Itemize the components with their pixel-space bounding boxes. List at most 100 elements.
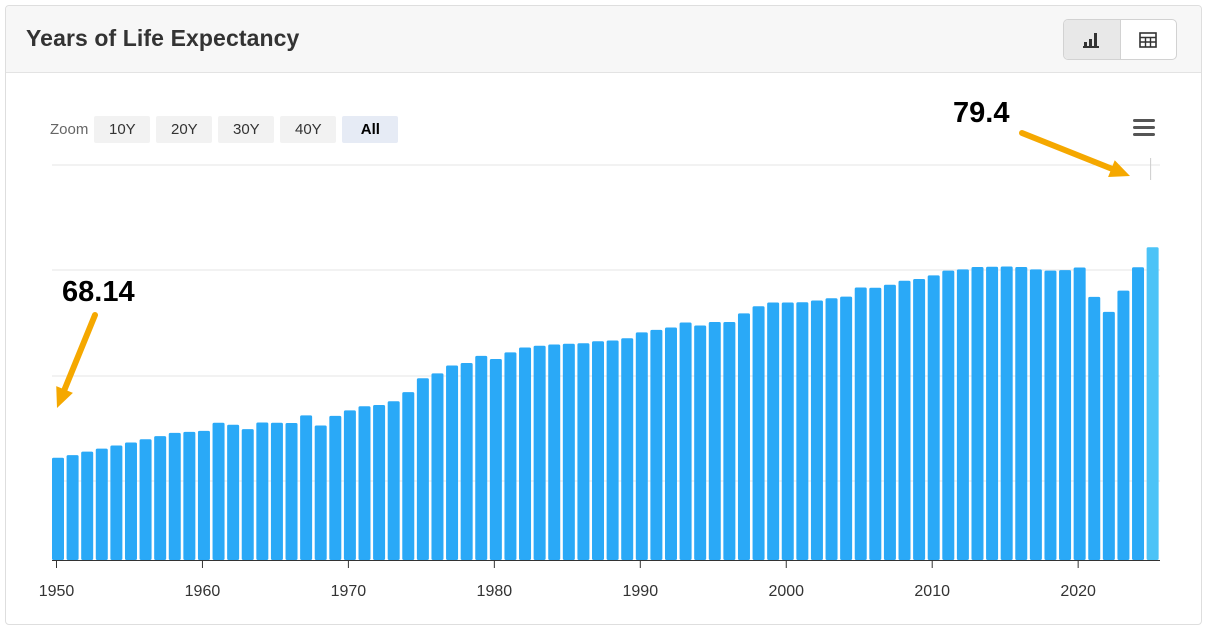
bar-1976[interactable] xyxy=(431,373,444,560)
bar-1975[interactable] xyxy=(416,378,429,560)
bar-1995[interactable] xyxy=(708,322,721,560)
zoom-20y-button[interactable]: 20Y xyxy=(156,116,213,143)
bar-1961[interactable] xyxy=(212,422,225,560)
bar-2003[interactable] xyxy=(825,298,838,560)
end-arrow xyxy=(1019,130,1130,177)
x-tick-label: 1970 xyxy=(331,583,367,600)
bar-2018[interactable] xyxy=(1044,270,1057,560)
bar-2000[interactable] xyxy=(781,302,794,560)
bar-1984[interactable] xyxy=(548,344,561,560)
x-tick-label: 2000 xyxy=(768,583,804,600)
bar-1954[interactable] xyxy=(110,445,123,560)
bar-1965[interactable] xyxy=(270,422,283,560)
bar-1968[interactable] xyxy=(314,425,327,560)
bar-2007[interactable] xyxy=(883,284,896,560)
bar-1987[interactable] xyxy=(592,341,605,560)
start-value-annotation: 68.14 xyxy=(62,276,135,308)
bar-2009[interactable] xyxy=(913,279,926,560)
bar-2015[interactable] xyxy=(1000,266,1013,560)
bar-2021[interactable] xyxy=(1088,296,1101,560)
bar-2020[interactable] xyxy=(1073,267,1086,560)
bar-1960[interactable] xyxy=(197,430,210,560)
bar-2008[interactable] xyxy=(898,280,911,560)
chart-view-button[interactable] xyxy=(1064,20,1121,59)
bar-1996[interactable] xyxy=(723,322,736,560)
bar-1973[interactable] xyxy=(387,401,400,560)
bar-2006[interactable] xyxy=(869,287,882,560)
bar-1978[interactable] xyxy=(460,362,473,560)
bar-1959[interactable] xyxy=(183,431,196,560)
bar-2014[interactable] xyxy=(986,266,999,560)
bar-2010[interactable] xyxy=(927,275,940,560)
bar-1971[interactable] xyxy=(358,406,371,560)
bar-1980[interactable] xyxy=(489,359,502,560)
zoom-10y-button[interactable]: 10Y xyxy=(94,116,151,143)
bar-1970[interactable] xyxy=(343,410,356,560)
x-tick-label: 1980 xyxy=(477,583,513,600)
bar-2024[interactable] xyxy=(1132,267,1145,560)
bar-1956[interactable] xyxy=(139,439,152,560)
x-tick-label: 1990 xyxy=(623,583,659,600)
bar-1972[interactable] xyxy=(373,404,386,560)
bar-1952[interactable] xyxy=(81,451,94,560)
bar-1997[interactable] xyxy=(737,313,750,560)
bar-1990[interactable] xyxy=(635,332,648,560)
bar-2011[interactable] xyxy=(942,270,955,560)
bar-1992[interactable] xyxy=(664,327,677,560)
bar-1988[interactable] xyxy=(606,340,619,560)
bar-2005[interactable] xyxy=(854,287,867,560)
bar-1951[interactable] xyxy=(66,455,79,560)
zoom-all-button[interactable]: All xyxy=(342,116,399,143)
card-header: Years of Life Expectancy xyxy=(6,6,1201,73)
bar-2001[interactable] xyxy=(796,302,809,560)
bar-1962[interactable] xyxy=(227,424,240,560)
bar-1981[interactable] xyxy=(504,352,517,560)
chart-title: Years of Life Expectancy xyxy=(26,25,300,51)
bar-1964[interactable] xyxy=(256,422,269,560)
bar-2017[interactable] xyxy=(1029,269,1042,560)
bar-1967[interactable] xyxy=(300,415,313,560)
view-toggle xyxy=(1063,19,1177,60)
table-icon xyxy=(1139,31,1158,48)
bar-1963[interactable] xyxy=(241,429,254,560)
zoom-30y-button[interactable]: 30Y xyxy=(218,116,275,143)
bar-2016[interactable] xyxy=(1015,266,1028,560)
bar-1957[interactable] xyxy=(154,436,167,560)
bar-1958[interactable] xyxy=(168,432,181,560)
bar-2004[interactable] xyxy=(840,296,853,560)
bar-1983[interactable] xyxy=(533,345,546,560)
bar-1994[interactable] xyxy=(694,325,707,560)
bar-series xyxy=(52,158,1159,560)
x-tick-label: 1960 xyxy=(185,583,221,600)
bar-2019[interactable] xyxy=(1059,270,1072,560)
bar-1989[interactable] xyxy=(621,338,634,560)
annotation-arrows xyxy=(56,130,1130,408)
bar-2002[interactable] xyxy=(810,300,823,560)
bar-2023[interactable] xyxy=(1117,290,1130,560)
bar-2025[interactable] xyxy=(1146,247,1159,560)
bar-2012[interactable] xyxy=(956,269,969,560)
bar-1982[interactable] xyxy=(519,347,532,560)
bar-1950[interactable] xyxy=(52,457,64,560)
bar-1969[interactable] xyxy=(329,415,342,560)
zoom-40y-button[interactable]: 40Y xyxy=(280,116,337,143)
bar-1999[interactable] xyxy=(767,302,780,560)
bar-1993[interactable] xyxy=(679,322,692,560)
x-tick-label: 1950 xyxy=(39,583,75,600)
bar-1979[interactable] xyxy=(475,355,488,560)
chart-menu-button[interactable] xyxy=(1130,116,1158,140)
bar-chart-icon xyxy=(1082,32,1099,48)
bar-2013[interactable] xyxy=(971,266,984,560)
bar-1986[interactable] xyxy=(577,343,590,560)
bar-1974[interactable] xyxy=(402,392,415,560)
bar-1991[interactable] xyxy=(650,329,663,560)
table-view-button[interactable] xyxy=(1121,20,1177,59)
bar-1998[interactable] xyxy=(752,306,765,560)
bar-1966[interactable] xyxy=(285,422,298,560)
bar-1977[interactable] xyxy=(446,365,459,560)
bar-1955[interactable] xyxy=(124,442,137,560)
bar-1985[interactable] xyxy=(562,343,575,560)
bar-1953[interactable] xyxy=(95,448,108,560)
bar-2022[interactable] xyxy=(1102,311,1115,560)
end-value-annotation: 79.4 xyxy=(953,97,1010,129)
